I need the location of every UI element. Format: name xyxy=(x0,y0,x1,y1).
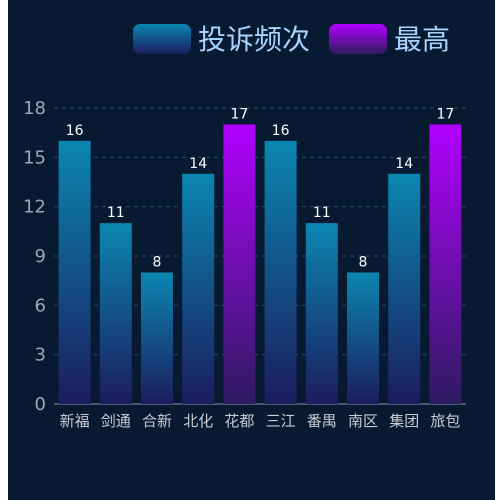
complaint-frequency-chart: 0 3 6 9 12 15 18 16 11 8 14 17 16 11 8 14 17 新福 剑通 合新 北化 花都 三江… xyxy=(23,23,466,430)
y-tick-label: 12 xyxy=(23,197,46,218)
x-tick-label: 花都 xyxy=(224,412,254,430)
bar-value-label: 11 xyxy=(107,205,125,221)
x-tick-label: 集团 xyxy=(389,412,419,430)
bar-value-label: 11 xyxy=(313,205,331,221)
y-tick-label: 0 xyxy=(35,394,46,415)
y-tick-label: 9 xyxy=(35,246,46,267)
bar-highest[interactable] xyxy=(223,124,256,404)
x-tick-label: 番禺 xyxy=(307,412,337,430)
bar-value-label: 16 xyxy=(66,123,84,139)
x-tick-label: 南区 xyxy=(348,412,378,430)
chart-container: 0 3 6 9 12 15 18 16 11 8 14 17 16 11 8 14 17 新福 剑通 合新 北化 花都 三江… xyxy=(8,0,495,500)
bar[interactable] xyxy=(141,272,173,404)
bar[interactable] xyxy=(58,140,91,404)
bar[interactable] xyxy=(264,140,297,404)
y-tick-label: 15 xyxy=(23,147,46,168)
legend-label-normal[interactable]: 投诉频次 xyxy=(198,23,310,56)
bar-value-label: 8 xyxy=(153,254,162,270)
x-tick-label: 三江 xyxy=(266,412,296,430)
legend-label-highest[interactable]: 最高 xyxy=(394,23,450,56)
bar[interactable] xyxy=(182,173,215,404)
bar[interactable] xyxy=(347,272,379,404)
bar[interactable] xyxy=(99,223,132,404)
bar-value-label: 17 xyxy=(230,106,248,122)
x-tick-label: 剑通 xyxy=(101,412,131,430)
bar[interactable] xyxy=(388,173,421,404)
x-tick-label: 新福 xyxy=(60,412,90,430)
x-tick-label: 合新 xyxy=(142,412,172,430)
x-tick-label: 北化 xyxy=(183,412,213,430)
bar-value-label: 17 xyxy=(436,106,454,122)
legend-swatch-highest[interactable] xyxy=(329,24,387,54)
y-tick-label: 3 xyxy=(35,345,46,366)
bar-value-label: 14 xyxy=(395,156,413,172)
y-tick-label: 18 xyxy=(23,98,46,119)
x-tick-label: 旅包 xyxy=(430,412,460,430)
bar-highest[interactable] xyxy=(429,124,462,404)
legend-swatch-normal[interactable] xyxy=(133,24,191,54)
bar[interactable] xyxy=(305,223,338,404)
bar-value-label: 8 xyxy=(359,254,368,270)
bar-value-label: 14 xyxy=(189,156,207,172)
y-tick-label: 6 xyxy=(35,295,46,316)
bar-value-label: 16 xyxy=(272,123,290,139)
